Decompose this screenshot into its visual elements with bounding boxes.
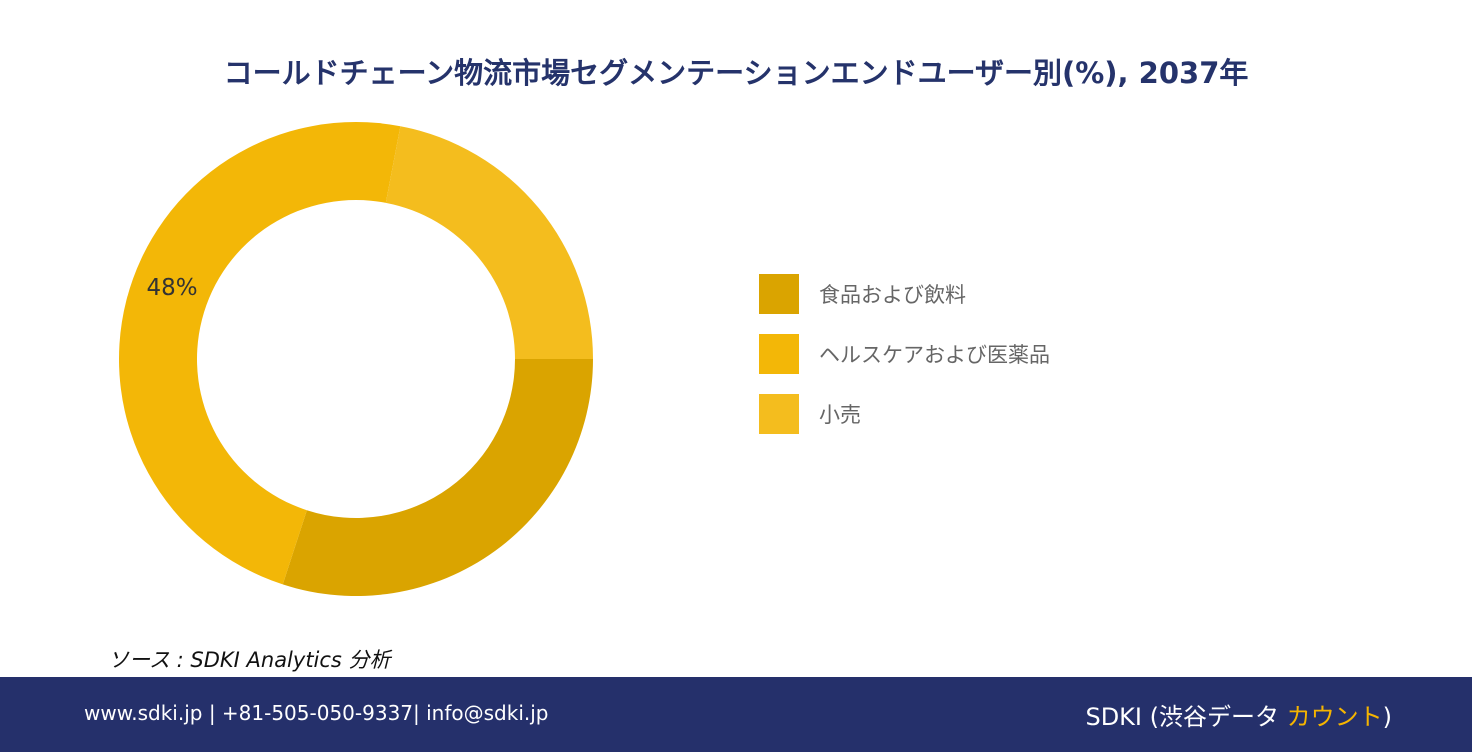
- footer-brand: SDKI (渋谷データ カウント): [1085, 697, 1392, 732]
- legend-swatch: [759, 274, 799, 314]
- legend-item-food-beverage: 食品および飲料: [759, 274, 1050, 314]
- data-label: 48%: [146, 275, 197, 301]
- legend-swatch: [759, 334, 799, 374]
- legend-label: 小売: [819, 403, 861, 427]
- brand-accent: カウント: [1286, 703, 1383, 731]
- legend-label: 食品および飲料: [819, 283, 966, 307]
- chart-legend: 食品および飲料 ヘルスケアおよび医薬品 小売: [759, 274, 1050, 454]
- legend-swatch: [759, 394, 799, 434]
- footer-bar: www.sdki.jp | +81-505-050-9337| info@sdk…: [0, 677, 1472, 752]
- slice-food-beverage: [282, 359, 593, 596]
- legend-item-retail: 小売: [759, 394, 1050, 434]
- source-note: ソース : SDKI Analytics 分析: [108, 648, 391, 672]
- footer-contact: www.sdki.jp | +81-505-050-9337| info@sdk…: [84, 701, 549, 725]
- legend-label: ヘルスケアおよび医薬品: [819, 343, 1050, 367]
- brand-main: SDKI (渋谷データ: [1085, 703, 1287, 731]
- chart-title: コールドチェーン物流市場セグメンテーションエンドユーザー別(%), 2037年: [223, 56, 1249, 90]
- legend-item-healthcare-pharma: ヘルスケアおよび医薬品: [759, 334, 1050, 374]
- slice-retail: [385, 126, 593, 359]
- brand-end: ): [1382, 703, 1392, 731]
- slice-healthcare-pharma: [119, 122, 401, 585]
